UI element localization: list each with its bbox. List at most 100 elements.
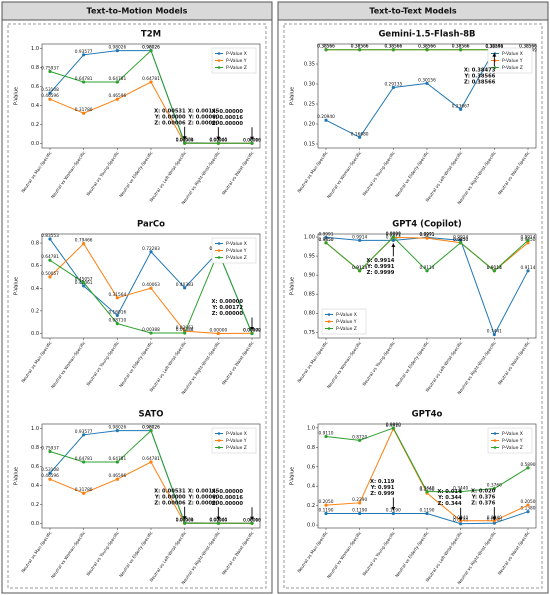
value-label: 0.40383	[176, 282, 194, 288]
annotation-text: Y: 0.991	[370, 485, 395, 491]
x-tick-label: Neutral vs Woman-Specific	[326, 530, 363, 580]
data-point	[391, 48, 395, 52]
value-label: 0.9990	[386, 422, 401, 428]
data-point	[48, 449, 52, 454]
value-label: 0.9850	[318, 237, 333, 243]
value-label: 0.46596	[108, 93, 126, 99]
value-label: 0.16016	[108, 309, 126, 315]
value-label: 0.53108	[41, 467, 59, 473]
legend-label: P-Value X	[226, 241, 247, 247]
legend-label: P-Value X	[502, 51, 523, 57]
x-tick-label: Neutral vs Left-Wrist-Specific	[149, 340, 188, 393]
annotation-text: X: 0.014	[437, 489, 462, 495]
annotation-text: Y: 0.344	[437, 495, 462, 501]
y-tick-label: 0.35	[304, 62, 315, 68]
data-point	[526, 466, 530, 470]
x-tick-label: Neutral vs Right-Wrist-Specific	[180, 530, 221, 586]
x-tick-label: Neutral vs Woman-Specific	[326, 340, 363, 390]
annotation-arrowhead	[458, 517, 463, 521]
value-label: 0.64781	[75, 456, 93, 462]
legend-marker	[493, 439, 497, 442]
annotation-text: Y: 0.00000	[154, 494, 186, 500]
y-tick-label: 0.6	[31, 464, 39, 470]
value-label: 0.64781	[108, 456, 126, 462]
annotation-arrowhead	[250, 136, 254, 141]
x-tick-label: Neutral vs Elderly-Specific	[118, 530, 154, 578]
data-point	[115, 322, 119, 326]
annotation-arrowhead	[182, 516, 187, 520]
legend-marker	[217, 446, 221, 449]
value-label: 0.53108	[41, 87, 59, 93]
annotation-text: X: 0.00000	[211, 489, 243, 495]
data-point	[48, 275, 52, 279]
x-tick-label: Neutral vs Elderly-Specific	[394, 340, 430, 388]
value-label: 0.98026	[108, 425, 126, 431]
value-label: 0.98026	[142, 45, 160, 51]
legend-marker	[327, 313, 331, 316]
value-label: 0.38473	[485, 44, 503, 50]
x-tick-label: Neutral vs Elderly-Specific	[118, 150, 154, 198]
data-point	[391, 238, 395, 242]
value-label: 0.64781	[41, 254, 59, 260]
value-label: 0.23667	[452, 103, 470, 109]
value-label: 0.31780	[75, 107, 93, 113]
data-point	[216, 141, 220, 145]
value-label: 0.16680	[351, 131, 369, 137]
legend-label: P-Value Y	[226, 58, 247, 64]
annotation-arrowhead	[492, 516, 497, 521]
x-tick-label: Neutral vs Left-Wrist-Specific	[149, 530, 188, 583]
data-point	[425, 81, 429, 85]
value-label: 0.46596	[41, 473, 59, 479]
data-point	[82, 53, 86, 57]
value-label: 0.5890	[520, 462, 535, 468]
annotation-arrowhead	[250, 516, 254, 521]
value-label: 0.2050	[520, 499, 535, 505]
value-label: 0.00000	[176, 517, 194, 523]
data-point	[183, 286, 187, 290]
x-tick-label: Neutral vs Man-Specific	[296, 150, 329, 194]
legend-marker	[493, 446, 497, 449]
value-label: 0.9910	[386, 423, 401, 429]
value-label: 0.46596	[41, 93, 59, 99]
value-label: 0.9914	[520, 234, 535, 240]
y-tick-label: 0.0	[31, 141, 39, 147]
data-point	[82, 491, 86, 495]
value-label: 0.64781	[75, 76, 93, 82]
value-label: 0.9114	[520, 265, 535, 271]
data-point	[391, 426, 395, 430]
value-label: 0.38566	[351, 44, 369, 50]
legend-label: P-Value Y	[226, 438, 247, 444]
y-tick-label: 0.2	[31, 308, 39, 314]
value-label: 0.64781	[142, 456, 160, 462]
annotation-text: Z: 0.00000	[212, 311, 244, 317]
legend-marker	[217, 242, 221, 245]
y-tick-label: 0.15	[304, 142, 315, 148]
value-label: 0.9991	[318, 231, 333, 237]
data-point	[82, 80, 86, 84]
data-point	[82, 111, 86, 115]
data-point	[82, 242, 86, 246]
value-label: 0.93577	[75, 429, 93, 435]
x-tick-label: Neutral vs Man-Specific	[296, 530, 329, 574]
value-label: 0.50057	[41, 271, 59, 277]
value-label: 0.2290	[352, 497, 367, 503]
value-label: 0.38566	[452, 44, 470, 50]
data-point	[492, 519, 496, 523]
legend-label: P-Value Y	[502, 58, 523, 64]
data-point	[324, 511, 328, 516]
y-tick-label: 1.0	[31, 46, 39, 52]
value-label: 0.3440	[419, 486, 434, 492]
annotation-text: X: 0.00531	[154, 108, 186, 114]
annotation-text: Y: 0.00172	[211, 305, 243, 311]
value-label: 0.9114	[487, 265, 502, 271]
value-label: 0.46596	[108, 473, 126, 479]
legend-label: P-Value Z	[226, 445, 247, 451]
value-label: 0.9110	[318, 431, 333, 437]
y-tick-label: 0.6	[31, 84, 39, 90]
y-tick-label: 0.4	[31, 286, 39, 292]
x-tick-label: Neutral vs Right-Wrist-Specific	[456, 530, 497, 586]
data-point	[216, 521, 220, 525]
data-point	[358, 438, 362, 442]
data-point	[149, 428, 153, 433]
x-tick-label: Neutral vs Man-Specific	[20, 340, 53, 384]
